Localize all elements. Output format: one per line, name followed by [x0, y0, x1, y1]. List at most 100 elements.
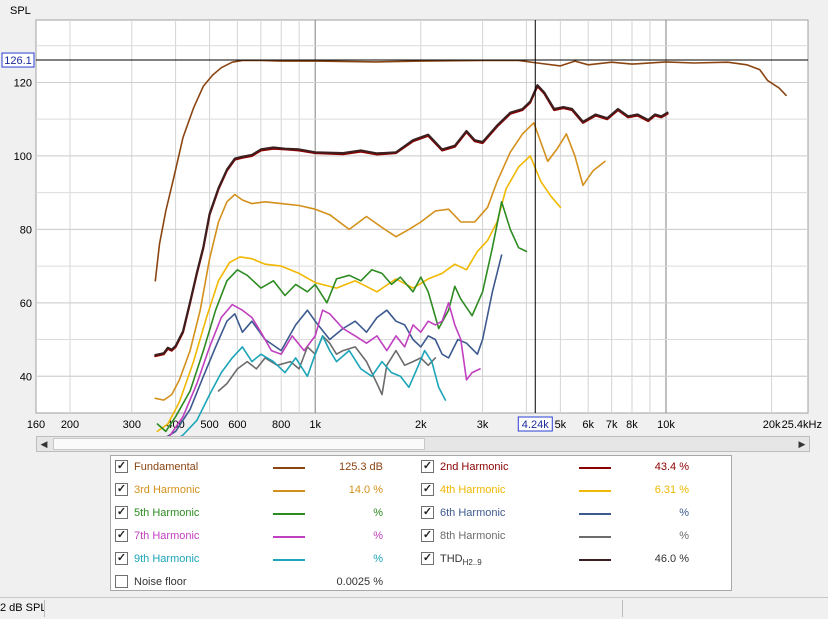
legend-value-5th-harmonic: % — [373, 507, 383, 519]
legend-value-fundamental: 125.3 dB — [338, 461, 383, 473]
x-tick-label: 500 — [200, 419, 218, 431]
legend-value-6th-harmonic: % — [679, 507, 689, 519]
series-line-fundamental — [154, 59, 787, 282]
legend-label-8th-harmonic: 8th Harmonic — [440, 527, 505, 545]
legend-row-7th-harmonic: ✓ 7th Harmonic% — [115, 527, 415, 545]
legend-label-4th-harmonic: 4th Harmonic — [440, 481, 505, 499]
legend-row-9th-harmonic: ✓ 9th Harmonic% — [115, 550, 415, 568]
y-tick-label: 80 — [20, 224, 32, 236]
scroll-right-arrow-icon[interactable]: ▶ — [798, 439, 806, 449]
checkbox-9th-harmonic[interactable]: ✓ — [115, 552, 128, 565]
legend-label-subscript: H2..9 — [462, 558, 482, 567]
x-tick-label: 8k — [626, 419, 638, 431]
legend-swatch-5th-harmonic — [273, 513, 305, 515]
legend-label-7th-harmonic: 7th Harmonic — [134, 527, 199, 545]
legend-swatch-7th-harmonic — [273, 536, 305, 538]
checkbox-8th-harmonic[interactable]: ✓ — [421, 529, 434, 542]
checkbox-noise-floor[interactable] — [115, 575, 128, 588]
legend-row-5th-harmonic: ✓ 5th Harmonic% — [115, 504, 415, 522]
status-bar: 2 dB SPL — [0, 597, 828, 619]
legend-label-text: THD — [440, 553, 463, 565]
legend-label-6th-harmonic: 6th Harmonic — [440, 504, 505, 522]
legend-value-3rd-harmonic: 14.0 % — [348, 484, 383, 496]
legend-label-text: 6th Harmonic — [440, 507, 506, 519]
legend-row-thd: ✓ THDH2..9 46.0 % — [421, 550, 721, 568]
series-line-3rd-harmonic — [154, 122, 606, 401]
x-tick-label: 800 — [272, 419, 290, 431]
series-line-thd — [154, 84, 669, 356]
legend-label-text: 3rd Harmonic — [134, 484, 201, 496]
trace-legend-panel: ✓ Fundamental 125.3 dB ✓ 3rd Harmonic 14.0 % ✓… — [110, 455, 732, 591]
checkbox-2nd-harmonic[interactable]: ✓ — [421, 460, 434, 473]
cursor-x-readout-box — [517, 416, 553, 432]
series-line-5th-harmonic — [156, 201, 528, 433]
legend-label-2nd-harmonic: 2nd Harmonic — [440, 458, 508, 476]
x-tick-label: 5k — [555, 419, 567, 431]
x-tick-label: 7k — [606, 419, 618, 431]
y-tick-label: 40 — [20, 371, 32, 383]
x-tick-label: 200 — [61, 419, 79, 431]
legend-row-2nd-harmonic: ✓ 2nd Harmonic 43.4 % — [421, 458, 721, 476]
scrollbar-thumb[interactable] — [53, 438, 425, 450]
legend-label-text: 5th Harmonic — [134, 507, 200, 519]
legend-value-noise-floor: 0.0025 % — [336, 576, 383, 588]
cursor-y-readout: 126.1 — [4, 55, 32, 67]
legend-label-9th-harmonic: 9th Harmonic — [134, 550, 199, 568]
x-tick-label: 2k — [415, 419, 427, 431]
series-line-4th-harmonic — [156, 155, 562, 433]
status-spl-readout: 2 dB SPL — [0, 600, 45, 617]
x-tick-label: 1k — [309, 419, 321, 431]
legend-label-text: 7th Harmonic — [134, 530, 200, 542]
legend-value-8th-harmonic: % — [679, 530, 689, 542]
x-tick-label: 6k — [582, 419, 594, 431]
legend-swatch-fundamental — [273, 467, 305, 469]
legend-label-text: 2nd Harmonic — [440, 461, 509, 473]
y-axis-label: SPL — [10, 5, 31, 17]
legend-row-fundamental: ✓ Fundamental 125.3 dB — [115, 458, 415, 476]
x-tick-label: 25.4kHz — [782, 419, 822, 431]
distortion-plot[interactable]: 1602003004005006008001k2k3k4k5k6k7k8k10k… — [0, 0, 828, 436]
legend-swatch-8th-harmonic — [579, 536, 611, 538]
checkbox-6th-harmonic[interactable]: ✓ — [421, 506, 434, 519]
checkbox-thd[interactable]: ✓ — [421, 552, 434, 565]
checkbox-5th-harmonic[interactable]: ✓ — [115, 506, 128, 519]
legend-row-3rd-harmonic: ✓ 3rd Harmonic 14.0 % — [115, 481, 415, 499]
legend-label-text: Noise floor — [134, 576, 187, 588]
series-line-6th-harmonic — [166, 254, 503, 436]
status-cell-2 — [46, 600, 623, 617]
checkbox-4th-harmonic[interactable]: ✓ — [421, 483, 434, 496]
series-line-9th-harmonic — [180, 335, 447, 436]
legend-value-7th-harmonic: % — [373, 530, 383, 542]
legend-value-9th-harmonic: % — [373, 553, 383, 565]
legend-value-thd: 46.0 % — [654, 553, 689, 565]
legend-label-fundamental: Fundamental — [134, 458, 198, 476]
legend-row-8th-harmonic: ✓ 8th Harmonic% — [421, 527, 721, 545]
status-cell-3 — [625, 600, 825, 617]
y-tick-label: 100 — [14, 151, 32, 163]
legend-value-4th-harmonic: 6.31 % — [654, 484, 689, 496]
checkbox-fundamental[interactable]: ✓ — [115, 460, 128, 473]
series-line-7th-harmonic — [168, 302, 481, 436]
x-tick-label: 20k — [763, 419, 781, 431]
scroll-left-arrow-icon[interactable]: ◀ — [40, 439, 48, 449]
x-tick-label: 3k — [477, 419, 489, 431]
legend-label-3rd-harmonic: 3rd Harmonic — [134, 481, 200, 499]
legend-label-5th-harmonic: 5th Harmonic — [134, 504, 199, 522]
legend-row-noise-floor: Noise floor 0.0025 % — [115, 573, 415, 591]
legend-row-4th-harmonic: ✓ 4th Harmonic 6.31 % — [421, 481, 721, 499]
legend-label-text: Fundamental — [134, 461, 199, 473]
legend-swatch-2nd-harmonic — [579, 467, 611, 469]
legend-swatch-6th-harmonic — [579, 513, 611, 515]
checkbox-7th-harmonic[interactable]: ✓ — [115, 529, 128, 542]
checkbox-3rd-harmonic[interactable]: ✓ — [115, 483, 128, 496]
legend-label-text: 9th Harmonic — [134, 553, 200, 565]
x-tick-label: 600 — [228, 419, 246, 431]
horizontal-scrollbar[interactable]: ◀ ▶ — [36, 436, 810, 452]
legend-label-thd: THDH2..9 — [440, 550, 482, 572]
legend-label-noise-floor: Noise floor — [134, 573, 187, 591]
x-tick-label: 160 — [27, 419, 45, 431]
plot-area — [35, 19, 809, 414]
cursor-x-readout: 4.24k — [522, 419, 549, 431]
legend-label-text: 4th Harmonic — [440, 484, 506, 496]
legend-swatch-9th-harmonic — [273, 559, 305, 561]
